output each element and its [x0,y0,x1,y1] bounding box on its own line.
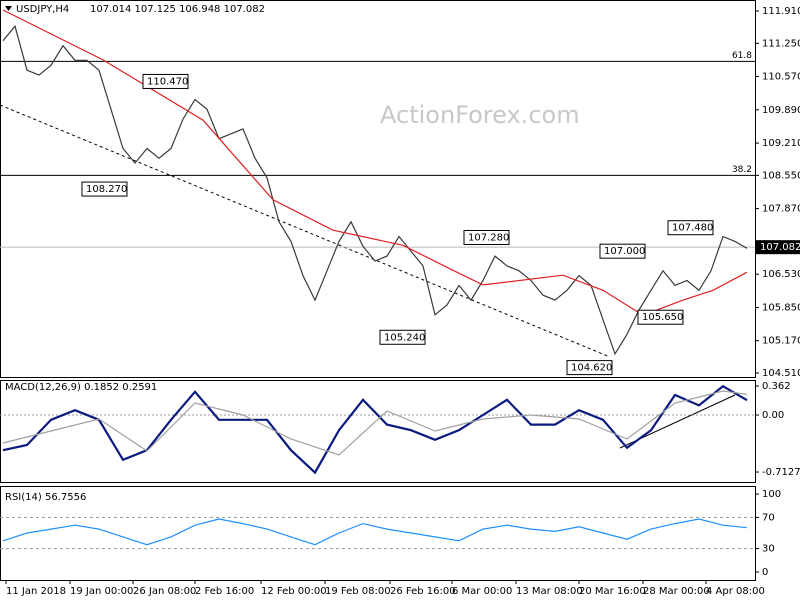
y-tick-label: 109.210 [762,138,800,149]
y-tick-label: 110.570 [762,72,800,83]
annotation-box [142,73,189,89]
x-tick-label: 19 Feb 08:00 [325,586,391,597]
series-line [2,384,748,475]
annotation-label: 107.480 [672,223,713,234]
x-tick-label: 26 Jan 08:00 [133,586,196,597]
annotation-label: 105.240 [384,332,425,343]
y-tick-label: 0 [762,567,768,578]
y-tick-label: 109.890 [762,105,800,116]
x-tick-label: 11 Jan 2018 [6,586,66,597]
annotation-label: 110.470 [147,76,188,87]
x-tick-label: 2 Feb 16:00 [195,586,254,597]
fib-label: 61.8 [732,51,752,61]
last-price-tag [756,240,800,255]
y-tick-label: 107.870 [762,204,800,215]
x-tick-label: 19 Jan 00:00 [70,586,133,597]
y-tick-label: 104.510 [762,368,800,379]
fib-label: 38.2 [732,165,752,175]
x-tick-label: 12 Feb 00:00 [261,586,327,597]
chart-title: USDJPY,H4 [16,4,69,15]
y-tick-label: 0.00 [762,410,784,421]
annotation-label: 104.620 [571,363,612,374]
annotation-box [667,220,714,236]
series-line [2,9,748,316]
annotation-box [81,181,128,197]
y-tick-label: 70 [762,512,775,523]
y-tick-label: 105.170 [762,336,800,347]
y-tick-label: -0.7127 [762,467,800,478]
macd-label: MACD(12,26,9) 0.1852 0.2591 [5,382,157,393]
series-line [2,24,748,356]
annotation-label: 108.270 [86,184,127,195]
watermark: ActionForex.com [380,101,580,129]
y-tick-label: 111.910 [762,6,800,17]
annotation-box [637,309,684,325]
y-tick-label: 100 [762,489,781,500]
y-tick-label: 106.530 [762,269,800,280]
series-line [2,390,748,456]
y-tick-label: 30 [762,544,775,555]
series-line [2,518,748,546]
x-tick-label: 26 Feb 16:00 [390,586,456,597]
trendline [0,104,611,358]
rsi-label: RSI(14) 56.7556 [5,492,86,503]
last-price-label: 107.082 [760,242,800,253]
x-tick-label: 28 Mar 00:00 [643,586,710,597]
rsi-frame [0,486,756,581]
y-tick-label: 111.250 [762,38,800,49]
y-tick-label: 105.850 [762,302,800,313]
x-tick-label: 4 Apr 08:00 [706,586,765,597]
annotation-label: 107.280 [468,232,509,243]
y-tick-label: 108.550 [762,170,800,181]
x-tick-label: 6 Mar 00:00 [452,586,512,597]
annotation-box [566,360,613,376]
annotation-box [379,329,426,345]
annotation-box [463,229,510,245]
macd-frame [0,380,756,483]
y-tick-label: 0.362 [762,381,791,392]
main-frame [0,0,756,378]
annotation-label: 105.650 [642,312,683,323]
x-tick-label: 20 Mar 16:00 [579,586,646,597]
dropdown-icon [5,6,12,11]
chart-subtitle: 107.014 107.125 106.948 107.082 [90,4,265,15]
x-tick-label: 13 Mar 08:00 [516,586,583,597]
annotation-label: 107.000 [604,246,645,257]
annotation-box [599,243,646,259]
